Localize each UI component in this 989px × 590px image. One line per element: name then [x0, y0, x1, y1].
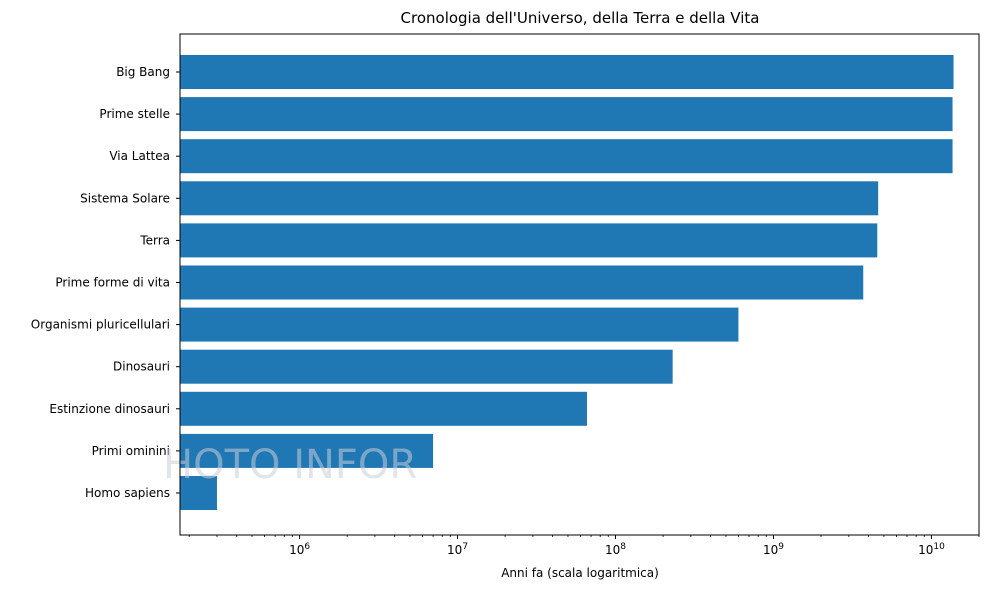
plot-frame: [179, 33, 980, 536]
x-tick-label: 106: [289, 542, 310, 557]
watermark: HOTO INFOR: [163, 442, 417, 488]
bar: [180, 55, 954, 89]
y-tick-label: Homo sapiens: [85, 486, 170, 500]
y-tick-labels: Big Bang Prime stelle Via Lattea Sistema So…: [31, 65, 180, 500]
bar: [180, 476, 217, 510]
chart-title: Cronologia dell'Universo, della Terra e …: [401, 9, 760, 27]
x-tick-label: 1010: [918, 542, 945, 557]
y-tick-label: Terra: [139, 233, 170, 247]
bar: [180, 223, 878, 258]
bar: [180, 433, 434, 468]
bar: [180, 349, 673, 384]
x-axis-label: Anni fa (scala logaritmica): [501, 566, 659, 580]
x-tick-label: 107: [447, 542, 468, 557]
y-tick-label: Dinosauri: [113, 360, 170, 374]
y-tick-label: Primi ominini: [92, 444, 170, 458]
bar: [180, 97, 953, 132]
y-tick-label: Sistema Solare: [80, 191, 170, 205]
x-tick-label: 108: [605, 542, 626, 557]
y-tick-label: Via Lattea: [109, 149, 170, 163]
x-tick-labels: 106 107 108 109 1010: [188, 535, 980, 557]
bars: [180, 55, 954, 510]
bar: [180, 181, 879, 216]
y-tick-label: Prime stelle: [99, 107, 170, 121]
bar: [180, 391, 588, 426]
bar: [180, 307, 739, 342]
y-tick-label: Organismi pluricellulari: [31, 318, 170, 332]
y-tick-label: Prime forme di vita: [55, 276, 170, 290]
y-tick-label: Estinzione dinosauri: [49, 402, 170, 416]
bar: [180, 265, 864, 300]
y-tick-label: Big Bang: [116, 65, 170, 79]
x-tick-label: 109: [763, 542, 784, 557]
bar: [180, 139, 953, 174]
